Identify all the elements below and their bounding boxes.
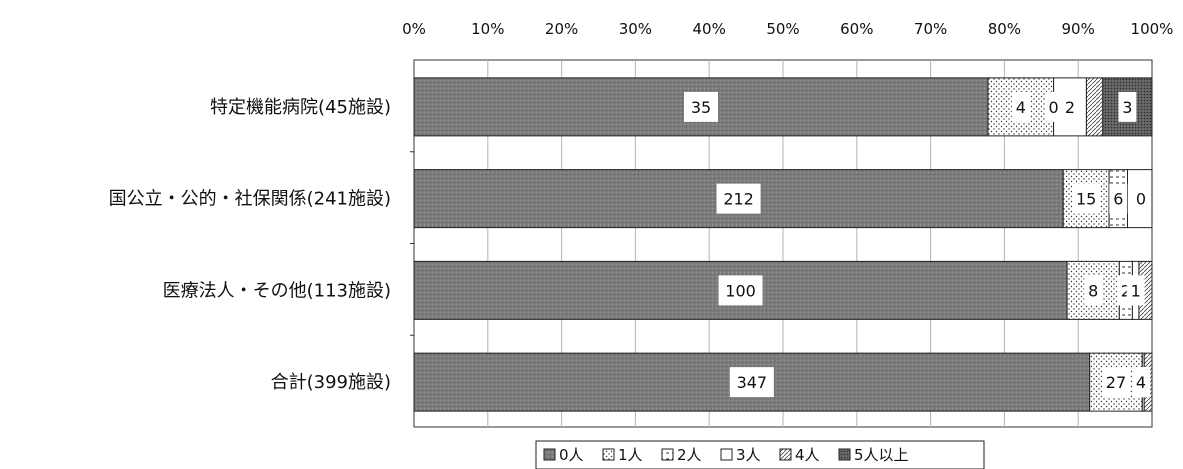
legend-swatch — [779, 448, 792, 461]
legend-label: 3人 — [736, 446, 761, 464]
data-label: 8 — [1088, 281, 1098, 300]
legend-label: 4人 — [795, 446, 820, 464]
x-tick-label: 50% — [766, 20, 799, 38]
data-label: 6 — [1113, 190, 1123, 209]
data-label: 15 — [1076, 190, 1096, 209]
bar-segment — [1085, 77, 1104, 137]
category-label: 国公立・公的・社保関係(241施設) — [109, 189, 391, 210]
x-tick-label: 70% — [914, 20, 947, 38]
data-label: 35 — [691, 98, 711, 117]
legend-swatch — [602, 448, 615, 461]
x-tick-label: 100% — [1131, 20, 1174, 38]
legend-label: 1人 — [618, 446, 643, 464]
x-tick-label: 30% — [619, 20, 652, 38]
data-label: 3 — [1122, 98, 1132, 117]
category-label: 合計(399施設) — [271, 372, 391, 393]
x-tick-label: 40% — [693, 20, 726, 38]
x-tick-label: 80% — [988, 20, 1021, 38]
data-label-box — [1072, 183, 1101, 214]
data-label: 0 — [1049, 98, 1059, 117]
plot-area — [410, 59, 1153, 428]
data-label: 1 — [1131, 281, 1141, 300]
legend-swatch — [543, 448, 556, 461]
legend-swatch — [661, 448, 674, 461]
data-label-box — [1132, 367, 1150, 398]
data-label-box — [1084, 275, 1103, 306]
data-label: 4 — [1016, 98, 1026, 117]
data-label-box — [1126, 275, 1145, 306]
data-label: 4 — [1136, 373, 1146, 392]
data-label-box — [1118, 91, 1137, 122]
data-label: 2 — [1121, 281, 1131, 300]
x-tick-label: 10% — [471, 20, 504, 38]
data-label-box — [1132, 183, 1150, 214]
data-label: 0 — [1136, 190, 1146, 209]
legend-swatch — [838, 448, 851, 461]
bar-segment — [1102, 77, 1153, 137]
data-label: 2 — [1065, 98, 1075, 117]
data-label-box — [1101, 367, 1130, 398]
data-label-box — [729, 367, 774, 398]
legend-swatch — [720, 448, 733, 461]
x-tick-label: 20% — [545, 20, 578, 38]
x-tick-label: 0% — [402, 20, 426, 38]
category-label: 特定機能病院(45施設) — [210, 97, 391, 118]
legend-label: 5人以上 — [854, 446, 909, 464]
data-label-box — [1044, 91, 1063, 122]
data-label-box — [1109, 183, 1128, 214]
data-label-box — [1011, 91, 1030, 122]
x-tick-label: 90% — [1062, 20, 1095, 38]
legend-label: 0人 — [559, 446, 584, 464]
category-label: 医療法人・その他(113施設) — [163, 280, 391, 301]
legend: 0人 1人 2人 3人 4人 5人以上 — [535, 440, 985, 469]
data-label: 212 — [723, 190, 754, 209]
legend-label: 2人 — [677, 446, 702, 464]
data-label-box — [684, 91, 718, 122]
label-layer: 0% 10% 20% 30% 40% 50% 60% 70% 80% 90% 100% 特定機能病院(… — [109, 20, 1174, 398]
x-tick-label: 60% — [840, 20, 873, 38]
data-label-box — [718, 275, 763, 306]
data-label-box — [716, 183, 761, 214]
data-label-box — [1061, 91, 1079, 122]
data-label: 27 — [1106, 373, 1126, 392]
data-label: 100 — [725, 281, 756, 300]
data-label: 347 — [737, 373, 768, 392]
